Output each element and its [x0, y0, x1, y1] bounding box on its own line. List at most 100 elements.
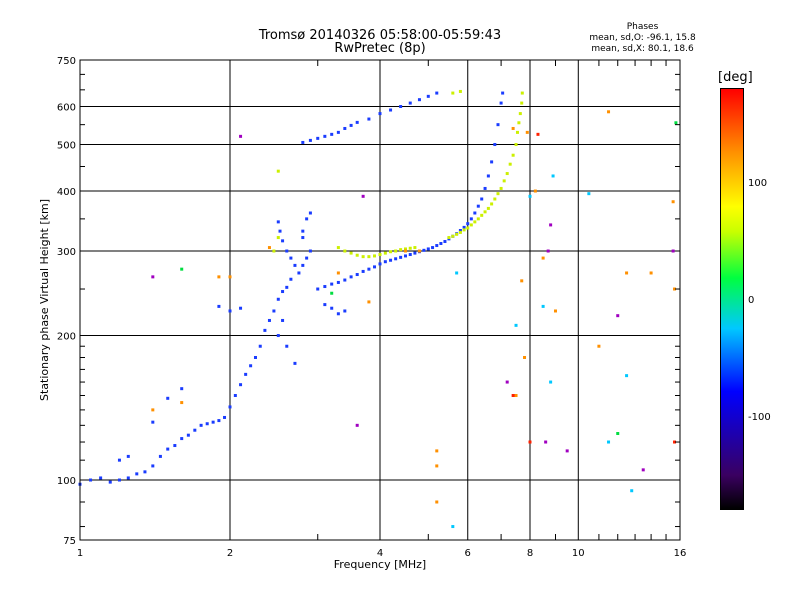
data-point	[276, 169, 280, 173]
data-point	[551, 174, 555, 178]
data-point	[151, 420, 155, 424]
data-point	[439, 242, 443, 246]
data-point	[476, 204, 480, 208]
data-point	[435, 449, 439, 453]
data-point	[523, 355, 527, 359]
y-axis-label: Stationary phase Virtual Height [km]	[38, 199, 51, 401]
data-point	[490, 202, 494, 206]
data-point	[349, 123, 353, 127]
data-point	[158, 454, 162, 458]
y-tick-label: 100	[57, 476, 76, 487]
data-point	[597, 344, 601, 348]
data-point	[281, 239, 285, 243]
data-point	[180, 437, 184, 441]
data-point	[625, 374, 629, 378]
x-tick-label: 16	[674, 548, 687, 559]
data-point	[330, 132, 334, 136]
data-point	[316, 136, 320, 140]
data-point	[336, 271, 340, 275]
axes: 1 2 4 6 8 10 16 75 100 200 300 400 500 600 750	[57, 56, 686, 559]
gridlines	[80, 60, 680, 540]
data-point	[330, 291, 334, 295]
data-point	[108, 480, 112, 484]
data-point	[117, 458, 121, 462]
data-point	[502, 179, 506, 183]
y-tick-label: 500	[57, 141, 76, 152]
data-point	[616, 432, 620, 436]
data-point	[549, 223, 553, 227]
x-tick-label: 10	[572, 548, 585, 559]
data-point	[505, 172, 509, 176]
data-point	[355, 120, 359, 124]
data-point	[193, 428, 197, 432]
x-tick-label: 1	[77, 548, 83, 559]
data-point	[476, 217, 480, 221]
data-point	[89, 478, 93, 482]
x-tick-label: 4	[377, 548, 383, 559]
data-point	[483, 210, 487, 214]
data-point	[520, 279, 524, 283]
y-tick-label: 200	[57, 332, 76, 343]
data-point	[674, 121, 678, 125]
data-point	[458, 229, 462, 233]
data-point	[301, 229, 305, 233]
data-point	[278, 229, 282, 233]
data-point	[330, 282, 334, 286]
data-point	[466, 226, 470, 230]
data-point	[514, 323, 518, 327]
data-point	[323, 134, 327, 138]
data-point	[135, 472, 139, 476]
data-point	[117, 478, 121, 482]
data-point	[466, 222, 470, 226]
data-point	[625, 271, 629, 275]
data-point	[528, 440, 532, 444]
data-point	[276, 334, 280, 338]
data-point	[281, 290, 285, 294]
data-point	[544, 440, 548, 444]
data-point	[343, 126, 347, 130]
data-point	[305, 256, 309, 260]
data-point	[630, 489, 634, 493]
data-point	[308, 211, 312, 215]
data-point	[447, 236, 451, 240]
data-point	[378, 253, 382, 257]
data-point	[455, 271, 459, 275]
data-point	[289, 277, 293, 281]
data-point	[297, 271, 301, 275]
data-point	[480, 213, 484, 217]
data-point	[403, 247, 407, 251]
data-point	[126, 476, 130, 480]
data-point	[408, 253, 412, 257]
data-point	[367, 300, 371, 304]
data-point	[486, 206, 490, 210]
data-point	[546, 249, 550, 253]
plot-frame	[79, 59, 681, 541]
data-point	[511, 153, 515, 157]
colorbar-tick-label: -100	[748, 412, 771, 423]
data-point	[143, 470, 147, 474]
data-point	[289, 256, 293, 260]
data-point	[355, 253, 359, 257]
data-point	[343, 278, 347, 282]
data-point	[308, 138, 312, 142]
data-point	[671, 200, 675, 204]
chart-subtitle: RwPretec (8p)	[334, 41, 426, 56]
data-point	[520, 101, 524, 105]
data-point	[389, 258, 393, 262]
data-point	[361, 269, 365, 273]
data-point	[515, 130, 519, 134]
data-point	[435, 244, 439, 248]
y-tick-label: 600	[57, 103, 76, 114]
data-point	[151, 275, 155, 279]
data-point	[180, 401, 184, 405]
data-point	[301, 140, 305, 144]
phase-colorbar	[720, 88, 744, 510]
data-point	[166, 396, 170, 400]
data-point	[413, 246, 417, 250]
data-point	[455, 232, 459, 236]
data-point	[378, 262, 382, 266]
data-point	[514, 143, 518, 147]
phases-x-stats: mean, sd,X: 80.1, 18.6	[591, 44, 694, 54]
data-point	[431, 246, 435, 250]
